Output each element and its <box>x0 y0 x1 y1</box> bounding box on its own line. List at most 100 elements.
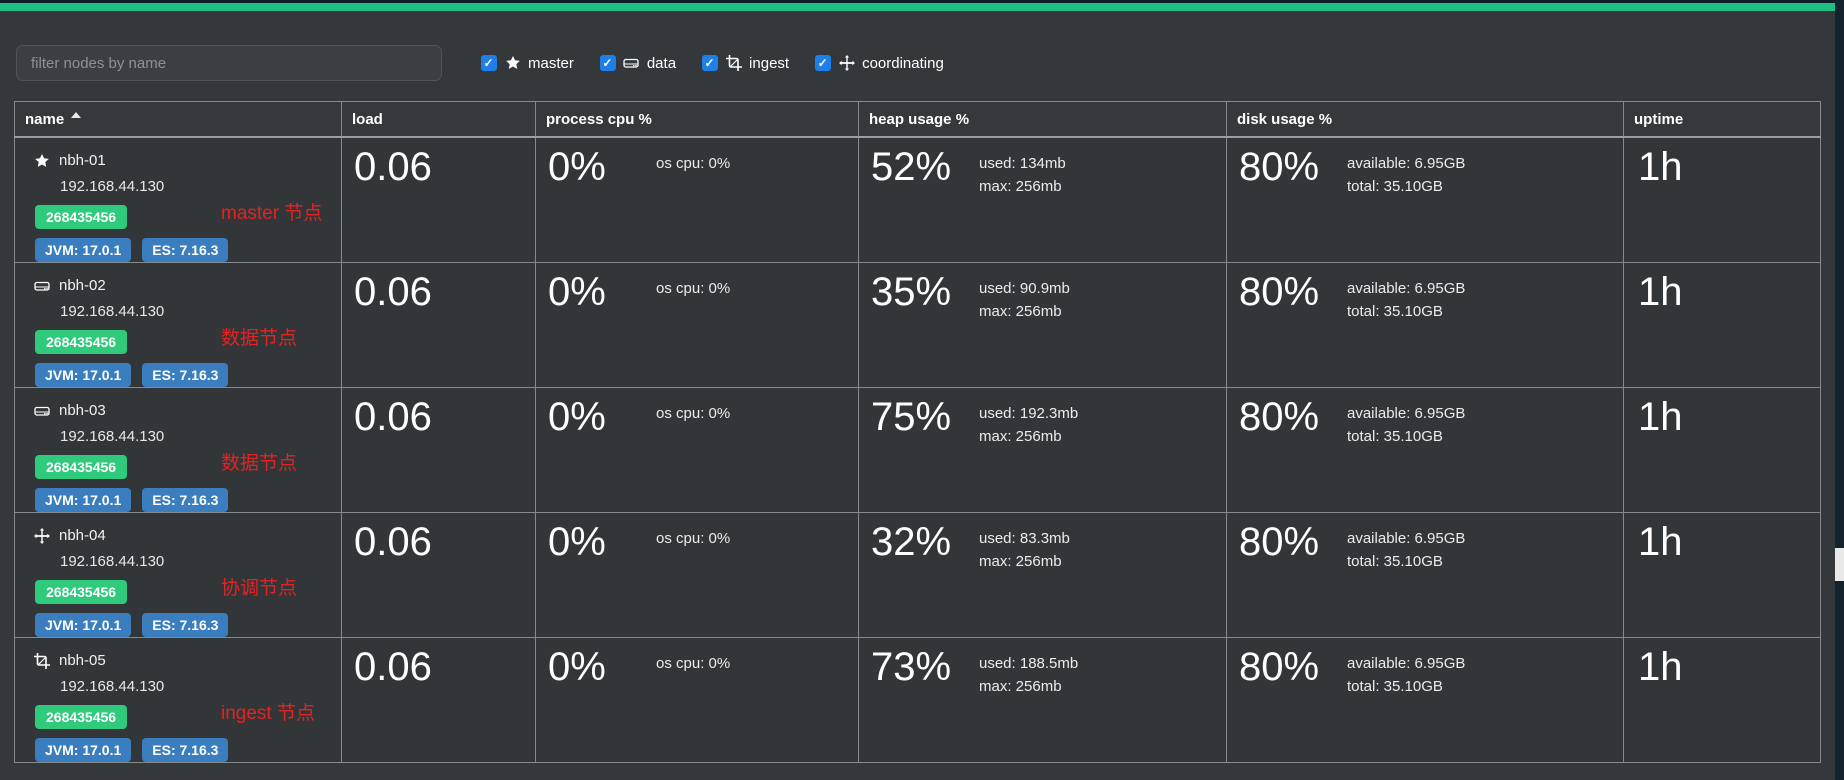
uptime-value: 1h <box>1638 145 1683 189</box>
jvm-version-badge: JVM: 17.0.1 <box>35 738 132 762</box>
table-row: nbh-04 192.168.44.130 268435456 JVM: 17.… <box>14 512 1821 638</box>
node-name: nbh-03 <box>59 402 106 419</box>
disk-total-label: total: 35.10GB <box>1347 678 1443 695</box>
load-value: 0.06 <box>354 270 432 314</box>
uptime-value: 1h <box>1638 520 1683 564</box>
window-top-strip <box>0 0 1844 3</box>
node-role-filters: master data ingest coordinating <box>481 47 944 79</box>
process-cpu-value: 0% <box>548 270 606 314</box>
jvm-version-badge: JVM: 17.0.1 <box>35 613 132 637</box>
es-version-badge: ES: 7.16.3 <box>142 738 229 762</box>
checkbox[interactable] <box>599 55 616 71</box>
process-cpu-value: 0% <box>548 395 606 439</box>
column-header-uptime[interactable]: uptime <box>1623 101 1821 138</box>
table-row: nbh-03 192.168.44.130 268435456 JVM: 17.… <box>14 387 1821 513</box>
node-role-annotation: 数据节点 <box>221 453 298 474</box>
es-version-badge: ES: 7.16.3 <box>142 238 229 262</box>
arrows-icon <box>33 527 50 544</box>
scrollbar-thumb[interactable] <box>1835 548 1844 581</box>
arrows-icon <box>838 55 855 72</box>
disk-usage-value: 80% <box>1239 270 1320 314</box>
heap-usage-value: 73% <box>871 645 952 689</box>
uptime-value: 1h <box>1638 270 1683 314</box>
process-cpu-value: 0% <box>548 645 606 689</box>
column-header-disk-usage[interactable]: disk usage % <box>1226 101 1624 138</box>
process-cpu-value: 0% <box>548 520 606 564</box>
es-version-badge: ES: 7.16.3 <box>142 363 229 387</box>
memory-badge: 268435456 <box>35 705 128 729</box>
hard-drive-icon <box>623 55 640 72</box>
node-role-annotation: ingest 节点 <box>221 703 315 724</box>
es-version-badge: ES: 7.16.3 <box>142 613 229 637</box>
nodes-table: name load process cpu % heap usage % dis… <box>14 101 1821 763</box>
disk-usage-value: 80% <box>1239 145 1320 189</box>
heap-used-label: used: 188.5mb <box>979 655 1079 672</box>
heap-max-label: max: 256mb <box>979 678 1062 695</box>
disk-total-label: total: 35.10GB <box>1347 428 1443 445</box>
load-value: 0.06 <box>354 520 432 564</box>
node-ip: 192.168.44.130 <box>60 303 165 320</box>
filter-option-label: coordinating <box>862 54 944 72</box>
checkbox[interactable] <box>815 55 832 71</box>
disk-total-label: total: 35.10GB <box>1347 178 1443 195</box>
table-header: name load process cpu % heap usage % dis… <box>14 101 1821 138</box>
checkbox[interactable] <box>702 55 719 71</box>
filter-checkbox-option[interactable]: data <box>599 54 677 72</box>
filter-option-label: ingest <box>749 54 790 72</box>
node-role-annotation: 协调节点 <box>221 578 298 599</box>
heap-max-label: max: 256mb <box>979 553 1062 570</box>
column-header-name[interactable]: name <box>14 101 342 138</box>
table-row: nbh-02 192.168.44.130 268435456 JVM: 17.… <box>14 262 1821 388</box>
es-version-badge: ES: 7.16.3 <box>142 488 229 512</box>
os-cpu-label: os cpu: 0% <box>656 530 731 547</box>
filter-nodes-input[interactable] <box>16 45 442 81</box>
heap-usage-value: 35% <box>871 270 952 314</box>
heap-max-label: max: 256mb <box>979 178 1062 195</box>
scrollbar-track[interactable] <box>1835 0 1844 780</box>
load-value: 0.06 <box>354 145 432 189</box>
heap-used-label: used: 83.3mb <box>979 530 1070 547</box>
disk-total-label: total: 35.10GB <box>1347 303 1443 320</box>
star-icon <box>33 152 50 169</box>
heap-usage-value: 32% <box>871 520 952 564</box>
sort-ascending-icon <box>71 111 82 118</box>
heap-usage-value: 75% <box>871 395 952 439</box>
disk-usage-value: 80% <box>1239 645 1320 689</box>
load-value: 0.06 <box>354 645 432 689</box>
disk-available-label: available: 6.95GB <box>1347 155 1466 172</box>
disk-usage-value: 80% <box>1239 395 1320 439</box>
os-cpu-label: os cpu: 0% <box>656 655 731 672</box>
filter-option-label: data <box>646 54 677 72</box>
memory-badge: 268435456 <box>35 205 128 229</box>
hard-drive-icon <box>33 277 50 294</box>
disk-available-label: available: 6.95GB <box>1347 405 1466 422</box>
table-row: nbh-01 192.168.44.130 268435456 JVM: 17.… <box>14 136 1821 263</box>
node-name: nbh-04 <box>59 527 106 544</box>
os-cpu-label: os cpu: 0% <box>656 405 731 422</box>
star-icon <box>504 55 521 72</box>
filter-checkbox-option[interactable]: coordinating <box>815 55 944 72</box>
heap-used-label: used: 134mb <box>979 155 1066 172</box>
disk-available-label: available: 6.95GB <box>1347 530 1466 547</box>
filter-checkbox-option[interactable]: ingest <box>702 55 789 72</box>
jvm-version-badge: JVM: 17.0.1 <box>35 238 132 262</box>
disk-usage-value: 80% <box>1239 520 1320 564</box>
disk-available-label: available: 6.95GB <box>1347 655 1466 672</box>
memory-badge: 268435456 <box>35 330 128 354</box>
memory-badge: 268435456 <box>35 580 128 604</box>
heap-max-label: max: 256mb <box>979 428 1062 445</box>
checkbox[interactable] <box>481 55 497 71</box>
node-role-annotation: master 节点 <box>221 203 323 224</box>
jvm-version-badge: JVM: 17.0.1 <box>35 488 132 512</box>
node-ip: 192.168.44.130 <box>60 178 165 195</box>
node-name: nbh-02 <box>59 277 106 294</box>
column-header-process-cpu[interactable]: process cpu % <box>535 101 859 138</box>
heap-max-label: max: 256mb <box>979 303 1062 320</box>
column-header-load[interactable]: load <box>341 101 536 138</box>
heap-used-label: used: 192.3mb <box>979 405 1079 422</box>
column-header-heap-usage[interactable]: heap usage % <box>858 101 1227 138</box>
uptime-value: 1h <box>1638 395 1683 439</box>
node-name: nbh-01 <box>59 152 106 169</box>
filter-checkbox-option[interactable]: master <box>481 55 574 72</box>
filter-option-label: master <box>528 54 574 72</box>
